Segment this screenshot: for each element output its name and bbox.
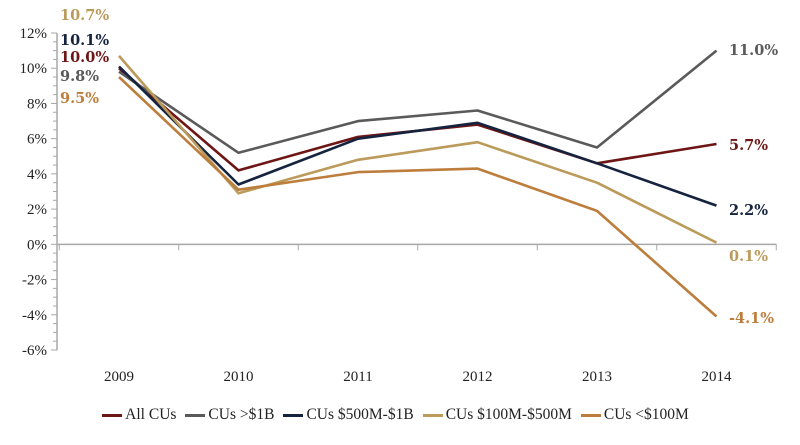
- legend-item: CUs $500M-$1B: [283, 406, 414, 424]
- y-tick-label: 8%: [27, 96, 47, 112]
- legend-label: CUs $500M-$1B: [306, 406, 414, 423]
- end-data-label: 0.1%: [729, 248, 768, 265]
- y-tick-label: 4%: [27, 167, 47, 183]
- legend-label: CUs <$100M: [603, 406, 689, 423]
- series-line: [118, 55, 718, 244]
- legend-item: CUs >$1B: [185, 406, 274, 424]
- end-data-label: 11.0%: [729, 42, 778, 59]
- legend-item: CUs <$100M: [580, 406, 689, 424]
- y-tick-label: 12%: [20, 26, 48, 42]
- y-tick-label: 6%: [27, 132, 47, 148]
- series-line: [118, 65, 717, 207]
- legend-swatch: [102, 413, 123, 417]
- start-data-label: 10.1%: [60, 32, 109, 49]
- x-tick-label: 2011: [343, 369, 372, 385]
- legend-swatch: [185, 413, 206, 417]
- legend-swatch: [283, 413, 304, 417]
- x-tick-label: 2009: [104, 369, 134, 385]
- series-line: [118, 76, 718, 318]
- legend-swatch: [422, 413, 443, 417]
- y-tick-label: -2%: [22, 273, 47, 289]
- start-data-label: 9.8%: [60, 68, 99, 85]
- end-data-label: 5.7%: [729, 137, 768, 154]
- series-line: [118, 49, 718, 155]
- legend: All CUs CUs >$1B CUs $500M-$1B CUs $100M-$5…: [0, 406, 800, 424]
- x-tick-label: 2010: [224, 369, 254, 385]
- end-data-label: -4.1%: [729, 310, 774, 327]
- data-labels: 10.0% 5.7% 9.8% 11.0% 10.1% 2.2% 10.7% 0.1% 9.5%…: [60, 7, 778, 327]
- axes: -6% -4% -2% 0% 2% 4% 6% 8% 10% 12% 2009 2010 2011 201…: [20, 26, 777, 385]
- legend-label: All CUs: [125, 406, 177, 423]
- legend-item: CUs $100M-$500M: [422, 406, 572, 424]
- start-data-label: 10.7%: [60, 7, 109, 24]
- legend-label: CUs $100M-$500M: [445, 406, 572, 423]
- x-tick-label: 2012: [463, 369, 493, 385]
- legend-item: All CUs: [102, 406, 176, 424]
- end-data-label: 2.2%: [729, 202, 768, 219]
- legend-swatch: [580, 413, 601, 417]
- y-tick-label: 10%: [20, 61, 48, 77]
- y-tick-label: 2%: [27, 202, 47, 218]
- start-data-label: 9.5%: [60, 90, 99, 107]
- legend-label: CUs >$1B: [208, 406, 275, 423]
- y-tick-label: 0%: [27, 237, 47, 253]
- start-data-label: 10.0%: [60, 49, 109, 66]
- series-lines: [118, 49, 718, 318]
- y-tick-label: -4%: [22, 308, 47, 324]
- x-tick-label: 2014: [702, 369, 733, 385]
- x-tick-label: 2013: [582, 369, 612, 385]
- y-tick-label: -6%: [22, 343, 47, 359]
